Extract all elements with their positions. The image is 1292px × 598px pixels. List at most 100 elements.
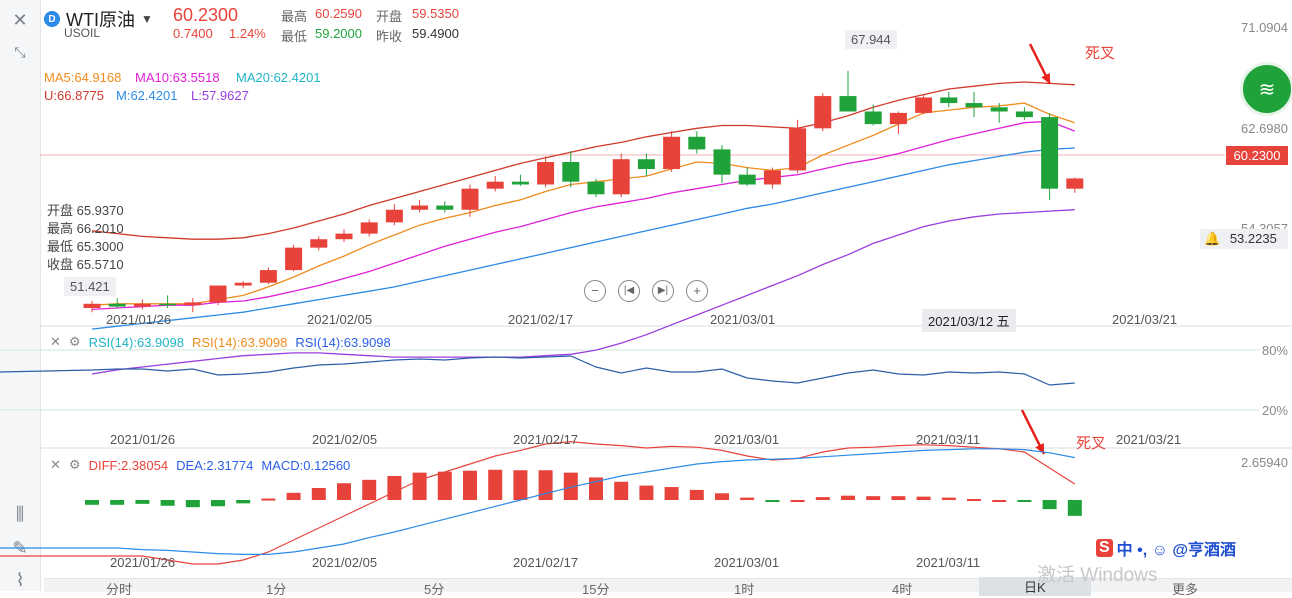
macd-legend: ✕ ⚙ DIFF:2.38054 DEA:2.31774 MACD:0.1256… [50, 457, 350, 473]
close-macd-icon[interactable]: ✕ [50, 457, 61, 472]
scroll-end-icon[interactable]: ▶| [652, 280, 674, 302]
current-price-tag: 60.2300 [1226, 146, 1288, 165]
ma20-legend: MA20:62.4201 [236, 70, 321, 85]
low-value: 59.2000 [315, 26, 362, 41]
trend-icon[interactable]: ⌇ [15, 569, 25, 590]
close-icon[interactable]: ✕ [12, 9, 28, 30]
rsi-date-1: 2021/01/26 [110, 432, 176, 447]
candle-body [83, 303, 101, 308]
candle-body [663, 136, 681, 170]
candle-body [108, 303, 126, 307]
macd-bar [362, 479, 377, 500]
ohlc-tooltip: 开盘 65.9370 最高 66.2010 最低 65.3000 收盘 65.5… [47, 202, 124, 274]
macd-bar [110, 500, 125, 505]
diff-line [0, 440, 1076, 565]
rsi-date-6: 2021/03/21 [1116, 432, 1182, 447]
candle-body [864, 111, 882, 125]
candle-body [385, 209, 403, 223]
macd-bar [891, 496, 906, 500]
tooltip-close: 收盘 65.5710 [47, 257, 124, 272]
rsi-axis-hi: 80% [1261, 343, 1288, 358]
zoom-controls: − |◀ ▶| + [584, 280, 708, 302]
activate-windows-watermark: 激活 Windows [1037, 565, 1158, 586]
high-value: 60.2590 [315, 6, 362, 21]
tab-4hour[interactable]: 4时 [892, 582, 913, 597]
main-date-2: 2021/02/05 [307, 312, 373, 327]
main-date-1: 2021/01/26 [106, 312, 172, 327]
candle-body [133, 303, 151, 307]
tab-fenshi[interactable]: 分时 [106, 582, 133, 597]
axis-price-mid: 62.6980 [1241, 121, 1288, 136]
candle-body [209, 285, 227, 303]
collapse-icon[interactable]: ⤡ [14, 43, 26, 60]
macd-date-5: 2021/03/11 [916, 555, 981, 570]
macd-bar [967, 499, 981, 502]
candle-body [940, 97, 958, 104]
macd-bar [841, 495, 855, 500]
candle-body [511, 181, 529, 185]
settings-rsi-icon[interactable]: ⚙ [68, 334, 81, 349]
macd-bar [286, 492, 301, 500]
rsi-date-3: 2021/02/17 [513, 432, 579, 447]
brand-badge: S 中 •, ☺ @亨酒酒 [1096, 536, 1236, 560]
macd-value: MACD:0.12560 [261, 457, 351, 473]
rsi-date-2: 2021/02/05 [312, 432, 378, 447]
ma5-legend: MA5:64.9168 [44, 70, 122, 85]
bell-icon: 🔔 [1204, 231, 1221, 246]
tab-more[interactable]: 更多 [1172, 582, 1199, 597]
dea-line [0, 448, 1075, 556]
macd-bar [765, 500, 780, 502]
alert-price-tag[interactable]: 🔔 53.2235 [1200, 229, 1288, 249]
macd-bar [488, 469, 503, 500]
tab-15min[interactable]: 15分 [582, 582, 610, 597]
wifi-icon[interactable]: ≋ [1240, 62, 1292, 116]
candle-style-icon[interactable]: ⫼ [15, 503, 25, 524]
macd-date-1: 2021/01/26 [110, 555, 176, 570]
brand-text: 中 •, ☺ @亨酒酒 [1116, 542, 1236, 559]
cursor-date: 2021/03/12 五 [922, 309, 1016, 332]
candle-body [587, 181, 605, 195]
main-date-4: 2021/03/01 [710, 312, 776, 327]
boll-mid-legend: M:62.4201 [116, 88, 178, 103]
macd-date-2: 2021/02/05 [312, 555, 378, 570]
rsi-label-1: RSI(14):63.9098 [88, 334, 184, 350]
tooltip-high: 最高 66.2010 [47, 221, 124, 236]
candle-body [436, 205, 454, 210]
price-change: 0.7400 [173, 26, 213, 41]
candle-body [738, 174, 756, 185]
open-value: 59.5350 [412, 6, 459, 21]
macd-bar [790, 500, 805, 502]
tab-1min[interactable]: 1分 [266, 582, 287, 597]
tab-5min[interactable]: 5分 [424, 582, 445, 597]
zoom-in-icon[interactable]: + [686, 280, 708, 302]
macd-bar [1067, 500, 1082, 516]
settings-macd-icon[interactable]: ⚙ [68, 457, 81, 472]
candle-body [1015, 111, 1033, 118]
rsi-label-3: RSI(14):63.9098 [295, 334, 391, 350]
macd-dea: DEA:2.31774 [176, 457, 254, 473]
macd-bar [236, 500, 251, 504]
prev-close-label: 昨收 [376, 29, 403, 44]
close-rsi-icon[interactable]: ✕ [50, 334, 61, 349]
rsi-line [0, 355, 1075, 386]
candle-body [688, 136, 706, 150]
zoom-out-icon[interactable]: − [584, 280, 606, 302]
candle-body [612, 159, 630, 195]
rsi-legend: ✕ ⚙ RSI(14):63.9098 RSI(14):63.9098 RSI(… [50, 334, 391, 350]
macd-bar [866, 496, 881, 500]
scroll-start-icon[interactable]: |◀ [618, 280, 640, 302]
macd-diff: DIFF:2.38054 [88, 457, 169, 473]
timeframe-bar: 分时 1分 5分 15分 1时 4时 日K 更多 [44, 577, 1292, 597]
tab-1hour[interactable]: 1时 [734, 582, 755, 597]
macd-bar [311, 488, 326, 500]
macd-axis: 2.65940 [1241, 455, 1288, 470]
macd-bar [337, 483, 351, 500]
macd-bar [211, 500, 225, 507]
alert-price-value: 53.2235 [1229, 231, 1277, 246]
death-cross-label-2: 死叉 [1076, 435, 1107, 452]
macd-date-4: 2021/03/01 [714, 555, 780, 570]
chevron-down-icon: ▼ [141, 12, 153, 26]
symbol-selector[interactable]: D WTI原油 ▼ [44, 6, 153, 32]
candle-body [789, 128, 807, 171]
